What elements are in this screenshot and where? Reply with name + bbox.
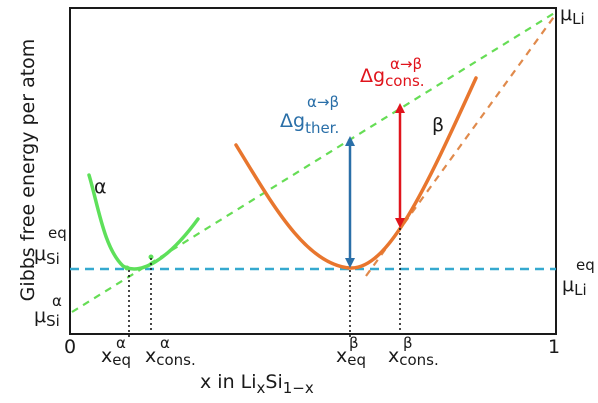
mu-si-eq-label: μSi [34, 243, 60, 268]
x-cons-alpha-label: xcons. [145, 345, 196, 369]
plot-frame [69, 7, 557, 335]
x-eq-alpha-sup: α [116, 334, 126, 352]
phase-alpha-label: α [94, 176, 107, 198]
phase-beta-label: β [432, 114, 444, 136]
mu-si-alpha-sup: α [52, 292, 62, 310]
x-axis-title: x in LixSi1−x [200, 371, 314, 397]
dg-ther-label: Δgther. [280, 110, 339, 137]
mu-li-label: μLi [560, 3, 585, 28]
alpha-curve [87, 173, 200, 271]
x-eq-beta-label: xeq [336, 345, 366, 369]
x-tick-1: 1 [548, 336, 560, 358]
dg-ther-sup: α→β [307, 93, 339, 111]
alpha-eq-point [124, 265, 130, 271]
x-cons-beta-label: xcons. [388, 345, 439, 369]
dg-cons-sup: α→β [390, 55, 422, 73]
alpha-cons-point [148, 254, 154, 260]
mu-li-eq-sup: eq [576, 256, 595, 274]
dg-cons-label: Δgcons. [360, 65, 425, 90]
beta-curve [234, 76, 478, 270]
x-cons-alpha-sup: α [160, 334, 170, 352]
x-eq-alpha-label: xeq [101, 345, 131, 369]
mu-si-alpha-label: μSi [34, 305, 60, 330]
x-tick-0: 0 [64, 336, 76, 358]
y-axis-title: Gibbs free energy per atom [17, 39, 39, 302]
x-eq-beta-sup: β [349, 334, 359, 352]
mu-li-eq-label: μLi [562, 274, 587, 299]
mu-si-eq-sup: eq [48, 224, 67, 242]
x-cons-beta-sup: β [403, 334, 413, 352]
